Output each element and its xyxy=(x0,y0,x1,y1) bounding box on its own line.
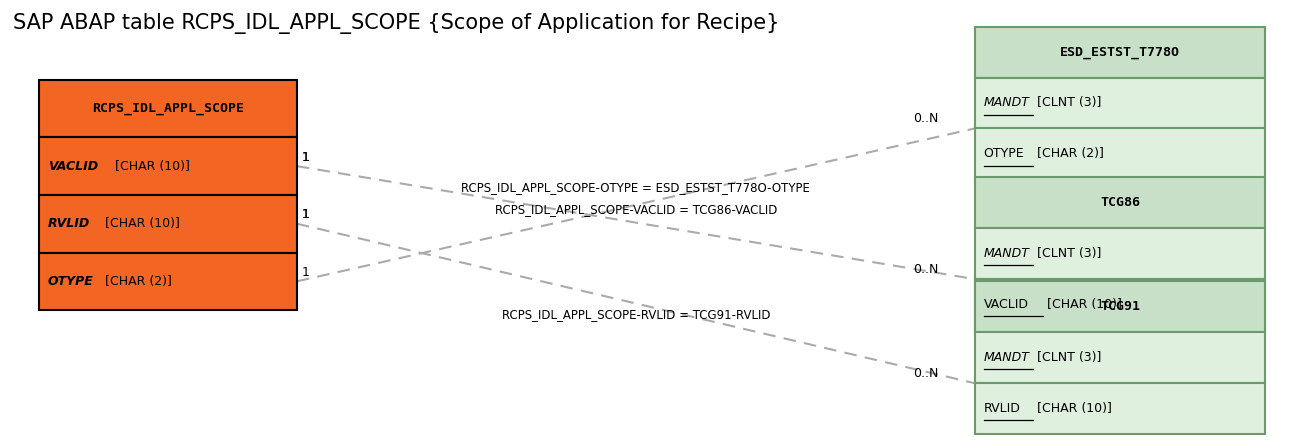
Text: RCPS_IDL_APPL_SCOPE-VACLID = TCG86-VACLID: RCPS_IDL_APPL_SCOPE-VACLID = TCG86-VACLI… xyxy=(494,203,777,216)
Bar xyxy=(39,137,297,195)
Bar xyxy=(975,383,1265,434)
Bar xyxy=(975,228,1265,279)
Text: 1: 1 xyxy=(302,151,310,164)
Text: [CHAR (10)]: [CHAR (10)] xyxy=(111,159,190,173)
Text: 1: 1 xyxy=(302,209,310,222)
Text: RVLID: RVLID xyxy=(48,217,90,230)
Bar xyxy=(975,78,1265,128)
Text: MANDT: MANDT xyxy=(984,351,1030,364)
Bar xyxy=(975,27,1265,78)
Text: [CHAR (10)]: [CHAR (10)] xyxy=(1033,402,1112,415)
Text: [CHAR (10)]: [CHAR (10)] xyxy=(101,217,179,230)
Text: RVLID: RVLID xyxy=(984,402,1021,415)
Text: SAP ABAP table RCPS_IDL_APPL_SCOPE {Scope of Application for Recipe}: SAP ABAP table RCPS_IDL_APPL_SCOPE {Scop… xyxy=(13,13,780,34)
Bar xyxy=(975,332,1265,383)
Text: VACLID: VACLID xyxy=(984,298,1029,311)
Text: [CLNT (3)]: [CLNT (3)] xyxy=(1033,351,1101,364)
Text: RCPS_IDL_APPL_SCOPE-OTYPE = ESD_ESTST_T778O-OTYPE: RCPS_IDL_APPL_SCOPE-OTYPE = ESD_ESTST_T7… xyxy=(461,181,811,194)
Text: 0..N: 0..N xyxy=(913,367,939,380)
Text: VACLID: VACLID xyxy=(48,159,98,173)
Text: 1: 1 xyxy=(302,151,310,164)
Text: MANDT: MANDT xyxy=(984,97,1030,109)
Text: OTYPE: OTYPE xyxy=(984,148,1024,160)
Text: [CLNT (3)]: [CLNT (3)] xyxy=(1033,97,1101,109)
Text: ESD_ESTST_T778O: ESD_ESTST_T778O xyxy=(1060,46,1180,58)
Text: [CHAR (2)]: [CHAR (2)] xyxy=(1033,148,1104,160)
Text: MANDT: MANDT xyxy=(984,247,1030,260)
Bar xyxy=(39,195,297,253)
Text: RCPS_IDL_APPL_SCOPE-RVLID = TCG91-RVLID: RCPS_IDL_APPL_SCOPE-RVLID = TCG91-RVLID xyxy=(502,308,769,321)
Text: 1: 1 xyxy=(302,209,310,222)
Text: [CLNT (3)]: [CLNT (3)] xyxy=(1033,247,1101,260)
Bar xyxy=(975,279,1265,330)
Bar xyxy=(975,281,1265,332)
Text: 0..N: 0..N xyxy=(913,112,939,125)
Text: RCPS_IDL_APPL_SCOPE: RCPS_IDL_APPL_SCOPE xyxy=(92,102,244,115)
Text: 0..N: 0..N xyxy=(913,263,939,276)
Bar xyxy=(39,253,297,310)
Bar xyxy=(975,177,1265,228)
Text: [CHAR (10)]: [CHAR (10)] xyxy=(1043,298,1122,311)
Bar xyxy=(975,128,1265,179)
Text: OTYPE: OTYPE xyxy=(48,275,93,288)
Text: TCG86: TCG86 xyxy=(1100,196,1140,209)
Bar xyxy=(39,80,297,137)
Text: TCG91: TCG91 xyxy=(1100,300,1140,313)
Text: 1: 1 xyxy=(302,266,310,279)
Text: [CHAR (2)]: [CHAR (2)] xyxy=(101,275,172,288)
